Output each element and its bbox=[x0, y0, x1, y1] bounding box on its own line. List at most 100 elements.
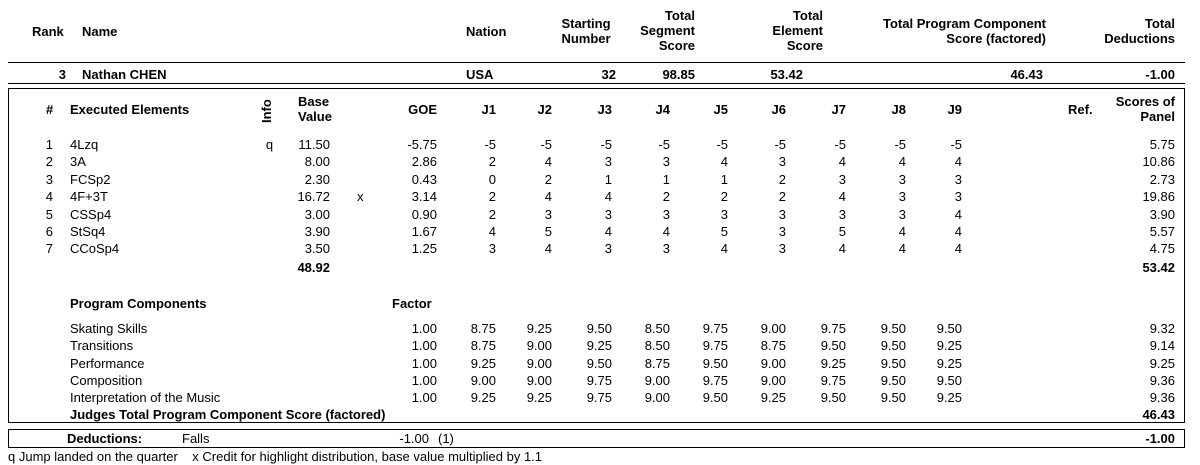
judge-header: J9 bbox=[947, 102, 962, 117]
component-judge-score: 9.50 bbox=[880, 390, 906, 406]
element-judge-score: 4 bbox=[838, 154, 846, 170]
judge-header: J4 bbox=[655, 102, 670, 117]
factor-header: Factor bbox=[392, 296, 432, 311]
component-judge-score: 9.25 bbox=[526, 390, 552, 406]
element-judge-score: 3 bbox=[662, 154, 670, 170]
component-name: Interpretation of the Music bbox=[70, 390, 221, 406]
component-judge-score: 9.00 bbox=[760, 355, 786, 371]
element-info: q bbox=[265, 137, 274, 152]
component-judge-score: 9.50 bbox=[702, 390, 728, 406]
component-judge-score: 9.00 bbox=[760, 372, 786, 388]
deductions-type: Falls bbox=[182, 431, 210, 446]
component-judge-score: 9.50 bbox=[880, 338, 906, 354]
component-name: Composition bbox=[70, 372, 143, 388]
component-judge-score: 9.50 bbox=[880, 372, 906, 388]
element-number: 3 bbox=[45, 171, 53, 187]
component-name: Skating Skills bbox=[70, 321, 148, 336]
deductions-box bbox=[8, 429, 1185, 448]
name-header: Name bbox=[82, 24, 118, 39]
component-judge-score: 9.50 bbox=[702, 355, 728, 371]
ref-header: Ref. bbox=[1068, 102, 1093, 117]
element-base-value: 8.00 bbox=[304, 154, 330, 170]
skater-total-deductions: -1.00 bbox=[1145, 67, 1175, 82]
element-base-value: 2.30 bbox=[304, 171, 330, 187]
element-judge-score: 3 bbox=[778, 206, 786, 222]
element-judge-score: 3 bbox=[488, 241, 496, 257]
element-judge-score: 3 bbox=[778, 241, 786, 257]
component-judge-score: 9.75 bbox=[820, 372, 846, 388]
element-judge-score: 4 bbox=[720, 154, 728, 170]
skater-total-element-score: 53.42 bbox=[770, 67, 803, 82]
element-judge-score: 4 bbox=[838, 241, 846, 257]
element-judge-score: 3 bbox=[954, 189, 962, 205]
summary-divider bbox=[8, 83, 1185, 84]
component-panel-score: 9.14 bbox=[1149, 338, 1175, 354]
footnote: q Jump landed on the quarter x Credit fo… bbox=[8, 449, 543, 464]
element-judge-score: 3 bbox=[838, 171, 846, 187]
element-judge-score: -5 bbox=[716, 137, 728, 152]
element-judge-score: 3 bbox=[954, 171, 962, 187]
component-judge-score: 9.50 bbox=[880, 355, 906, 371]
element-name: 4Lzq bbox=[70, 137, 99, 152]
element-judge-score: -5 bbox=[774, 137, 786, 152]
component-judge-score: 9.00 bbox=[644, 372, 670, 388]
element-base-value: 3.90 bbox=[304, 224, 330, 239]
element-judge-score: 4 bbox=[954, 224, 962, 239]
element-judge-score: 3 bbox=[720, 206, 728, 222]
element-panel-score: 10.86 bbox=[1142, 154, 1175, 170]
judge-header: J6 bbox=[771, 102, 786, 117]
element-judge-score: 4 bbox=[838, 189, 846, 205]
element-number: 4 bbox=[45, 189, 53, 205]
component-factor: 1.00 bbox=[411, 372, 437, 388]
element-judge-score: 5 bbox=[838, 224, 846, 239]
component-judge-score: 9.25 bbox=[586, 338, 612, 354]
total-element-score-header: Total Element Score bbox=[772, 8, 823, 53]
element-judge-score: 4 bbox=[720, 241, 728, 257]
element-judge-score: 4 bbox=[954, 154, 962, 170]
component-judge-score: 9.75 bbox=[702, 321, 728, 336]
element-number: 5 bbox=[45, 206, 53, 222]
skater-nation: USA bbox=[466, 67, 494, 82]
element-name: CCoSp4 bbox=[70, 241, 120, 257]
component-factor: 1.00 bbox=[411, 390, 437, 406]
info-header: Info bbox=[259, 99, 274, 123]
component-judge-score: 9.75 bbox=[820, 321, 846, 336]
element-judge-score: 4 bbox=[544, 189, 552, 205]
component-judge-score: 9.75 bbox=[586, 390, 612, 406]
element-judge-score: 2 bbox=[720, 189, 728, 205]
element-panel-score: 4.75 bbox=[1149, 241, 1175, 257]
judge-header: J7 bbox=[831, 102, 846, 117]
component-panel-score: 9.36 bbox=[1149, 372, 1175, 388]
component-panel-score: 9.36 bbox=[1149, 390, 1175, 406]
component-judge-score: 9.00 bbox=[526, 355, 552, 371]
element-number: 1 bbox=[45, 137, 53, 152]
judge-header: J3 bbox=[597, 102, 612, 117]
element-judge-score: -5 bbox=[894, 137, 906, 152]
executed-elements-header: Executed Elements bbox=[70, 102, 190, 117]
judge-header: J1 bbox=[481, 102, 496, 117]
component-judge-score: 9.00 bbox=[526, 372, 552, 388]
element-judge-score: 2 bbox=[488, 154, 496, 170]
element-judge-score: -5 bbox=[950, 137, 962, 152]
element-judge-score: 4 bbox=[662, 224, 670, 239]
element-base-value: 16.72 bbox=[297, 189, 330, 205]
total-deductions-header: Total Deductions bbox=[1104, 16, 1175, 46]
element-judge-score: 5 bbox=[544, 224, 552, 239]
component-judge-score: 9.25 bbox=[820, 355, 846, 371]
component-judge-score: 9.00 bbox=[526, 338, 552, 354]
component-judge-score: 9.25 bbox=[760, 390, 786, 406]
skater-total-pcs: 46.43 bbox=[1010, 67, 1043, 82]
element-judge-score: 2 bbox=[778, 171, 786, 187]
element-goe: 1.25 bbox=[411, 241, 437, 257]
deductions-total: -1.00 bbox=[1145, 431, 1175, 446]
component-judge-score: 9.75 bbox=[702, 338, 728, 354]
starting-number-header: Starting Number bbox=[561, 16, 611, 46]
element-judge-score: -5 bbox=[600, 137, 612, 152]
total-pcs-header: Total Program Component Score (factored) bbox=[883, 16, 1046, 46]
component-panel-score: 9.25 bbox=[1149, 355, 1175, 371]
element-judge-score: 5 bbox=[720, 224, 728, 239]
judge-header: J8 bbox=[891, 102, 906, 117]
element-judge-score: 3 bbox=[838, 206, 846, 222]
component-judge-score: 9.50 bbox=[820, 338, 846, 354]
element-judge-score: 3 bbox=[544, 206, 552, 222]
